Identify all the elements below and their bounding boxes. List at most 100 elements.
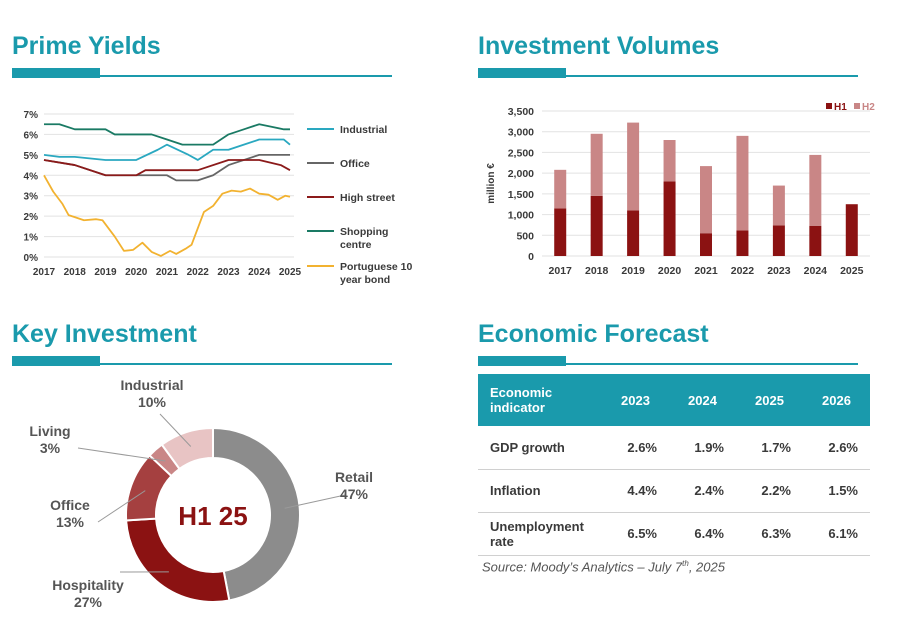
economic-forecast-table: Economic indicator 2023 2024 2025 2026 G… [478, 374, 870, 556]
legend-label: H1 [834, 102, 847, 113]
slice-label: Living 3% [29, 423, 70, 456]
y-tick-label: 3,500 [508, 106, 534, 118]
table-cell: 6.5% [602, 512, 669, 556]
prime-yields-chart: 0% 1% 2% 3% 4% 5% 6% 7% 2017 2018 2019 2020 2021 2022… [24, 110, 413, 286]
x-tick-label: 2025 [279, 267, 302, 278]
economic-forecast-title: Economic Forecast [478, 320, 709, 348]
key-investment-underline [12, 363, 392, 365]
bar-segment [590, 195, 603, 256]
y-tick-label: 3% [24, 192, 39, 203]
table-cell: 2.4% [669, 469, 736, 513]
table-cell: 6.4% [669, 512, 736, 556]
x-tick-label: 2024 [804, 265, 828, 277]
bar-segment [809, 154, 822, 226]
slice-label: Retail 47% [335, 469, 373, 502]
legend-swatch [826, 103, 832, 109]
bar-segment [845, 204, 858, 256]
donut-slice [212, 426, 301, 602]
header-year: 2024 [669, 374, 736, 426]
bar-segment [627, 122, 640, 211]
slice-label: Industrial 10% [120, 377, 183, 410]
key-investment-title: Key Investment [12, 320, 197, 348]
row-indicator: GDP growth [478, 426, 602, 470]
prime-yields-underline [12, 75, 392, 77]
table-cell: 1.9% [669, 426, 736, 470]
investment-volumes-accent-bar [478, 68, 566, 78]
legend-label: Portuguese 10 year bond [340, 261, 413, 286]
x-tick-label: 2021 [156, 267, 179, 278]
leader-line [97, 490, 146, 523]
x-tick-label: 2017 [33, 267, 56, 278]
bar-segment [554, 169, 567, 209]
bar-segment [700, 166, 712, 234]
table-row: GDP growth 2.6% 1.9% 1.7% 2.6% [478, 426, 870, 470]
y-tick-label: 4% [24, 171, 39, 182]
source-suffix: , 2025 [688, 559, 725, 575]
y-tick-label: 500 [516, 230, 534, 242]
header-year: 2023 [602, 374, 669, 426]
y-tick-label: 1% [24, 233, 39, 244]
bar-segment [772, 185, 785, 226]
series-line [43, 138, 291, 161]
table-cell: 2.2% [736, 469, 803, 513]
x-tick-label: 2020 [125, 267, 148, 278]
leader-line [284, 494, 346, 509]
y-tick-label: 0% [24, 253, 39, 264]
series-line [43, 174, 291, 257]
key-investment-donut-chart: Retail 47% Hospitality 27% Office 13% Living 3%… [29, 377, 373, 610]
x-tick-label: 2018 [585, 265, 609, 277]
slice-label: Hospitality 27% [52, 577, 124, 610]
legend-label: Industrial [340, 124, 387, 136]
investment-volumes-title: Investment Volumes [478, 32, 720, 60]
y-tick-label: 1,000 [508, 210, 534, 222]
y-tick-label: 3,000 [508, 127, 534, 139]
legend-label: Office [340, 158, 370, 170]
x-tick-label: 2022 [731, 265, 755, 277]
slice-label: Office 13% [50, 497, 90, 530]
y-axis-label: million € [486, 163, 497, 204]
x-tick-label: 2019 [94, 267, 117, 278]
x-tick-label: 2023 [767, 265, 791, 277]
bar-segment [809, 225, 822, 256]
y-tick-label: 5% [24, 151, 39, 162]
header-year: 2026 [803, 374, 870, 426]
y-tick-label: 7% [24, 110, 39, 121]
legend-swatch [854, 103, 860, 109]
header-indicator: Economic indicator [478, 374, 602, 426]
series-line [43, 159, 291, 177]
prime-yields-title: Prime Yields [12, 32, 161, 60]
economic-forecast-accent-bar [478, 356, 566, 366]
key-investment-accent-bar [12, 356, 100, 366]
source-prefix: Source: Moody’s Analytics – July 7 [482, 559, 683, 575]
table-cell: 6.3% [736, 512, 803, 556]
table-cell: 6.1% [803, 512, 870, 556]
x-tick-label: 2020 [658, 265, 682, 277]
header-year: 2025 [736, 374, 803, 426]
bar-segment [736, 230, 749, 256]
table-row: Unemployment rate 6.5% 6.4% 6.3% 6.1% [478, 512, 870, 556]
bar-segment [663, 181, 676, 256]
x-tick-label: 2017 [549, 265, 573, 277]
table-cell: 1.5% [803, 469, 870, 513]
leader-line [77, 447, 166, 462]
x-tick-label: 2021 [694, 265, 718, 277]
y-tick-label: 0 [528, 251, 534, 263]
table-row: Inflation 4.4% 2.4% 2.2% 1.5% [478, 469, 870, 513]
row-indicator: Unemployment rate [478, 512, 602, 556]
legend-label: Shopping centre [340, 226, 388, 251]
source-superscript: th [682, 559, 689, 568]
bar-segment [772, 225, 785, 256]
prime-yields-accent-bar [12, 68, 100, 78]
economic-forecast-underline [478, 363, 858, 365]
bar-segment [663, 140, 676, 182]
donut-slice [160, 426, 214, 471]
table-cell: 2.6% [803, 426, 870, 470]
x-tick-label: 2018 [64, 267, 87, 278]
y-tick-label: 1,500 [508, 189, 534, 201]
y-tick-label: 2% [24, 212, 39, 223]
x-tick-label: 2024 [248, 267, 271, 278]
table-header-row: Economic indicator 2023 2024 2025 2026 [478, 374, 870, 426]
legend-label: H2 [862, 102, 875, 113]
source-note: Source: Moody’s Analytics – July 7th, 20… [482, 559, 725, 574]
x-tick-label: 2019 [621, 265, 645, 277]
